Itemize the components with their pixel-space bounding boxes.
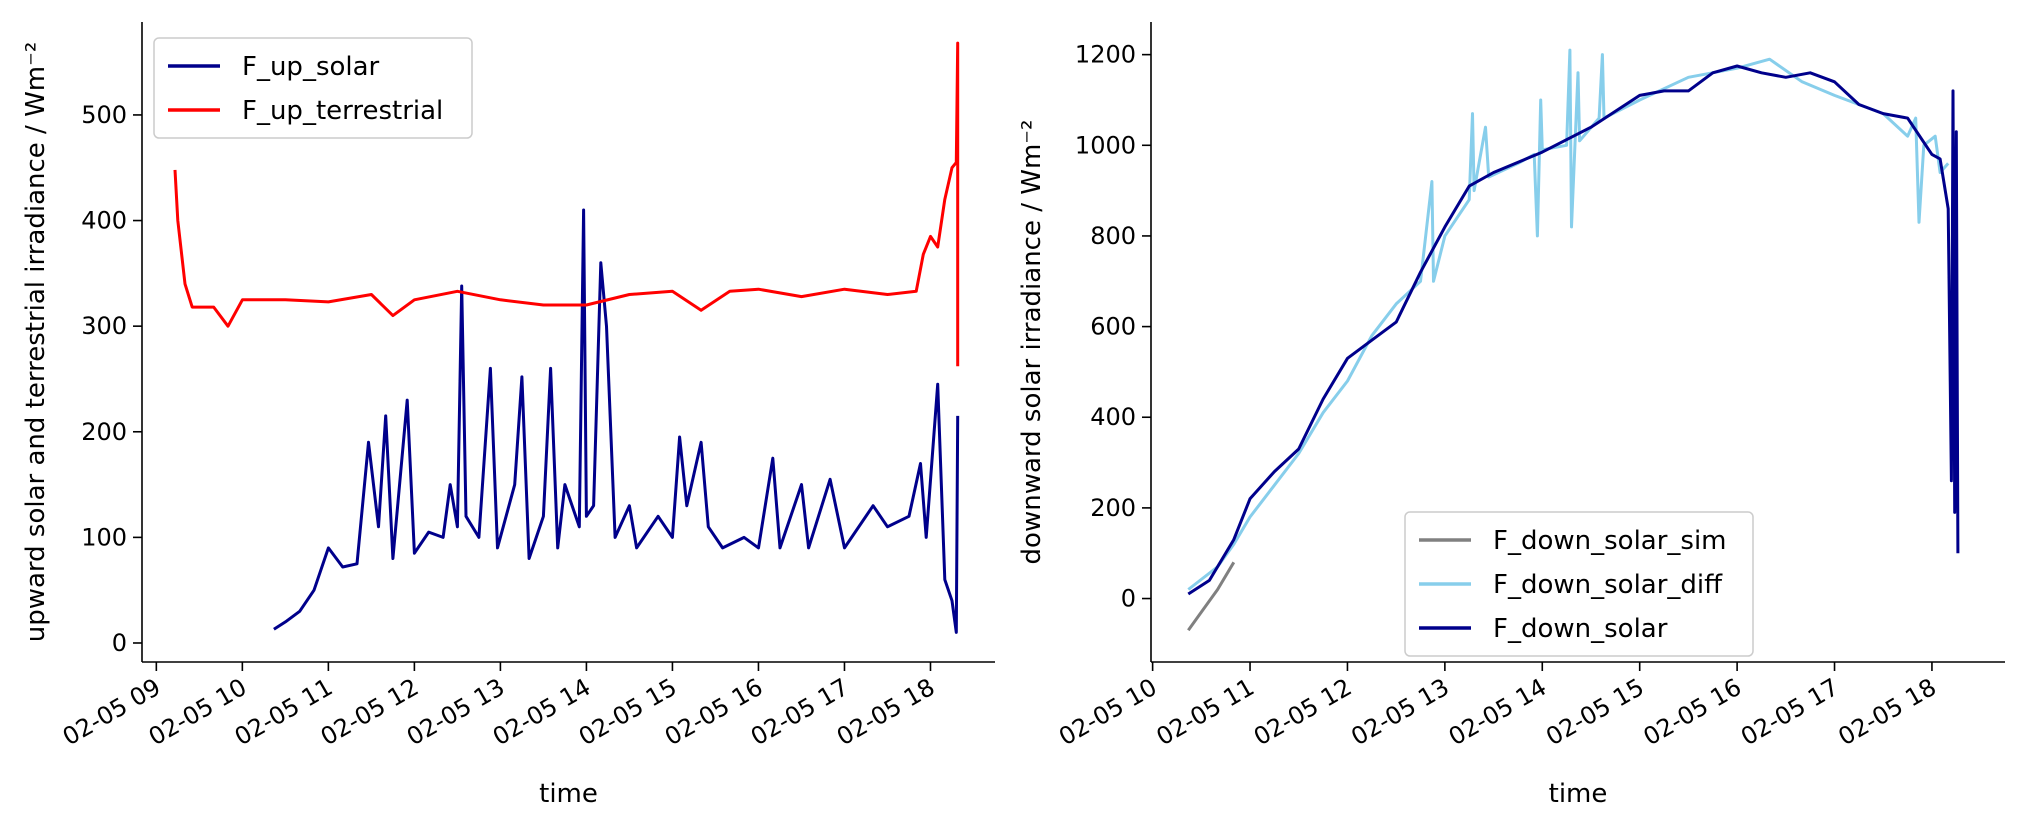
y-tick-label: 200 [81,418,127,446]
x-tick-label: 02-05 12 [316,673,423,751]
legend-label: F_down_solar [1493,614,1668,644]
x-tick-label: 02-05 15 [1541,673,1648,751]
x-tick-label: 02-05 10 [1054,673,1161,751]
y-tick-label: 1000 [1075,131,1136,159]
series-line-f-down-solar-sim [1187,561,1236,632]
x-tick-label: 02-05 18 [832,673,939,751]
x-tick-label: 02-05 13 [402,673,509,751]
x-tick-label: 02-05 11 [1152,673,1259,751]
x-tick-label: 02-05 17 [746,673,853,751]
y-tick-label: 400 [1090,403,1136,431]
x-tick-label: 02-05 09 [58,673,165,751]
legend-label: F_down_solar_sim [1493,526,1727,556]
y-tick-label: 500 [81,101,127,129]
y-tick-label: 800 [1090,222,1136,250]
x-axis-label: time [539,779,598,809]
x-tick-label: 02-05 14 [1444,673,1551,751]
x-tick-label: 02-05 17 [1736,673,1843,751]
y-tick-label: 0 [112,629,127,657]
legend: F_down_solar_sim F_down_solar_diff F_down_… [1404,511,1754,657]
x-tick-label: 02-05 13 [1346,673,1453,751]
series-line-f-up-terrestrial [173,41,960,367]
legend-label: F_up_solar [242,52,380,82]
x-tick-label: 02-05 14 [488,673,595,751]
legend: F_up_solar F_up_terrestrial [153,37,473,139]
legend-box [1404,511,1754,657]
x-tick-label: 02-05 15 [574,673,681,751]
y-tick-label: 600 [1090,313,1136,341]
y-tick-label: 0 [1121,585,1136,613]
y-axis-label: upward solar and terrestrial irradiance … [21,42,51,643]
legend-label: F_up_terrestrial [242,96,443,126]
x-tick-label: 02-05 16 [1639,673,1746,751]
x-tick-label: 02-05 16 [660,673,767,751]
series-line-f-down-solar-diff [1187,48,1950,591]
y-tick-label: 400 [81,207,127,235]
y-tick-label: 1200 [1075,41,1136,69]
x-tick-label: 02-05 12 [1249,673,1356,751]
series-line-f-up-solar [273,208,960,634]
y-tick-label: 200 [1090,494,1136,522]
legend-box [153,37,473,139]
x-axis-label: time [1549,779,1608,809]
x-tick-label: 02-05 18 [1833,673,1940,751]
legend-label: F_down_solar_diff [1493,570,1723,600]
y-axis-label: downward solar irradiance / Wm⁻² [1017,120,1047,565]
x-tick-label: 02-05 10 [144,673,251,751]
x-tick-label: 02-05 11 [230,673,337,751]
y-tick-label: 100 [81,523,127,551]
series-line-f-down-solar [1187,64,1960,596]
y-tick-label: 300 [81,312,127,340]
